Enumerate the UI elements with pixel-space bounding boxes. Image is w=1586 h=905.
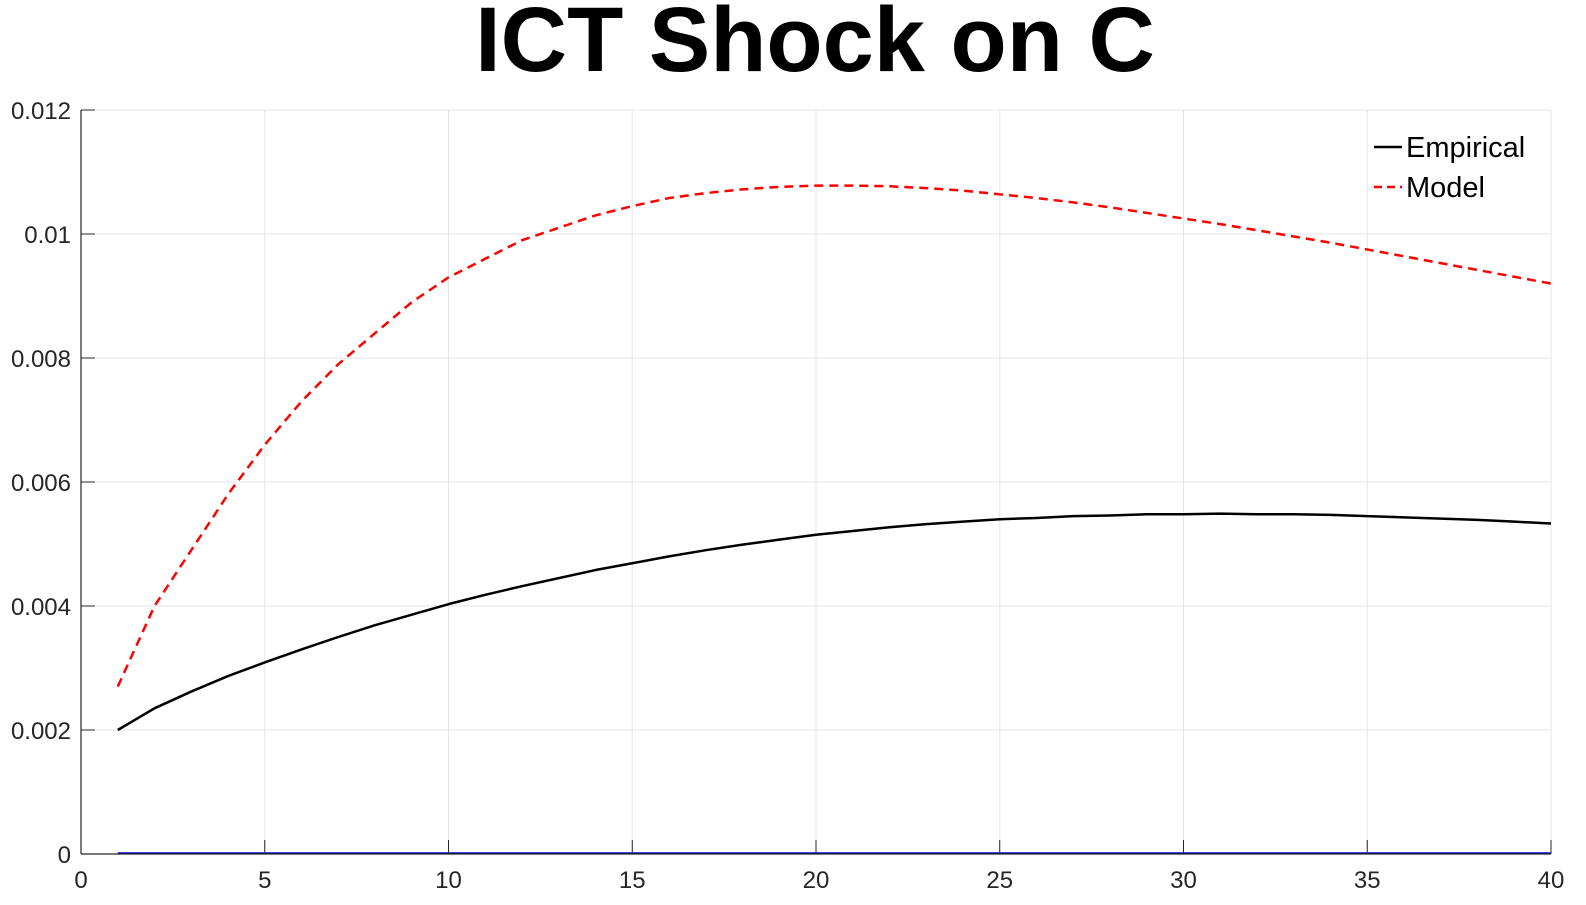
- y-tick-label: 0.012: [11, 98, 71, 125]
- series-lines: [116, 184, 1552, 732]
- y-tick-label: 0.008: [11, 346, 71, 373]
- y-tick-label: 0.01: [24, 222, 71, 249]
- x-tick-label: 5: [258, 867, 271, 894]
- y-tick-label: 0.006: [11, 470, 71, 497]
- x-tick-label: 10: [435, 867, 462, 894]
- tick-labels: 0 5 10 15 20 25 30 35 40 0 0.002 0.004 0.006 0.008 0.0…: [11, 98, 1564, 894]
- legend-label-model: Model: [1406, 172, 1485, 204]
- series-line-model: [116, 184, 1552, 688]
- legend-label-empirical: Empirical: [1406, 132, 1525, 164]
- axes: [80, 109, 1552, 855]
- grid-lines: [81, 109, 1552, 854]
- x-tick-label: 30: [1170, 867, 1197, 894]
- legend: Empirical Model: [1374, 132, 1525, 204]
- y-tick-label: 0: [58, 842, 71, 869]
- y-tick-label: 0.004: [11, 594, 71, 621]
- x-tick-label: 0: [74, 867, 87, 894]
- x-tick-label: 15: [619, 867, 646, 894]
- y-tick-label: 0.002: [11, 718, 71, 745]
- chart-title: ICT Shock on C: [475, 0, 1155, 91]
- series-line-empirical: [117, 512, 1552, 732]
- x-tick-label: 35: [1354, 867, 1381, 894]
- x-tick-label: 25: [986, 867, 1013, 894]
- x-tick-label: 40: [1538, 867, 1565, 894]
- x-tick-label: 20: [803, 867, 830, 894]
